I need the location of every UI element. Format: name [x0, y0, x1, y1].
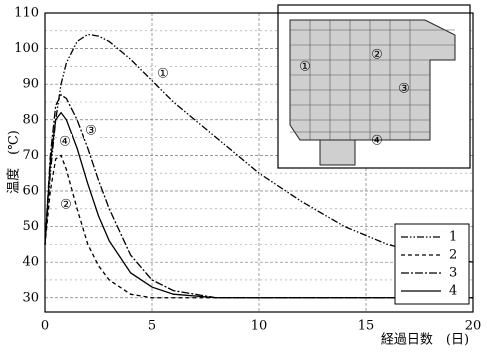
annotation: ① [157, 67, 169, 82]
x-tick-label: 10 [251, 319, 268, 334]
inset-label: ④ [371, 134, 383, 149]
y-tick-label: 50 [22, 219, 39, 234]
x-tick-label: 15 [358, 319, 375, 334]
annotation: ④ [59, 135, 71, 150]
legend-label: 4 [449, 284, 457, 299]
y-tick-label: 70 [22, 148, 39, 163]
x-tick-label: 20 [465, 319, 482, 334]
y-tick-label: 40 [22, 255, 39, 270]
x-tick-label: 0 [41, 319, 49, 334]
inset-label: ③ [398, 82, 410, 97]
y-tick-label: 30 [22, 290, 39, 305]
y-axis-label: 温度 (℃) [6, 130, 22, 194]
page: 温度 (℃) 経過日数 (日) ① ② ③ ④ 3040506070809010… [0, 0, 487, 353]
legend-box [395, 224, 469, 304]
x-tick-label: 5 [148, 319, 156, 334]
inset-label: ① [299, 60, 311, 75]
y-tick-label: 90 [22, 77, 39, 92]
chart: 温度 (℃) 経過日数 (日) ① ② ③ ④ 3040506070809010… [0, 0, 487, 353]
y-tick-label: 80 [22, 112, 39, 127]
legend-label: 2 [449, 248, 457, 263]
legend-label: 3 [449, 266, 457, 281]
y-tick-label: 100 [14, 41, 39, 56]
y-tick-label: 60 [22, 183, 39, 198]
inset-label: ② [371, 48, 383, 63]
annotation: ② [60, 198, 72, 213]
annotation: ③ [85, 124, 97, 139]
x-axis-label: 経過日数 (日) [381, 333, 469, 348]
y-tick-label: 110 [14, 6, 39, 21]
legend-label: 1 [449, 230, 457, 245]
